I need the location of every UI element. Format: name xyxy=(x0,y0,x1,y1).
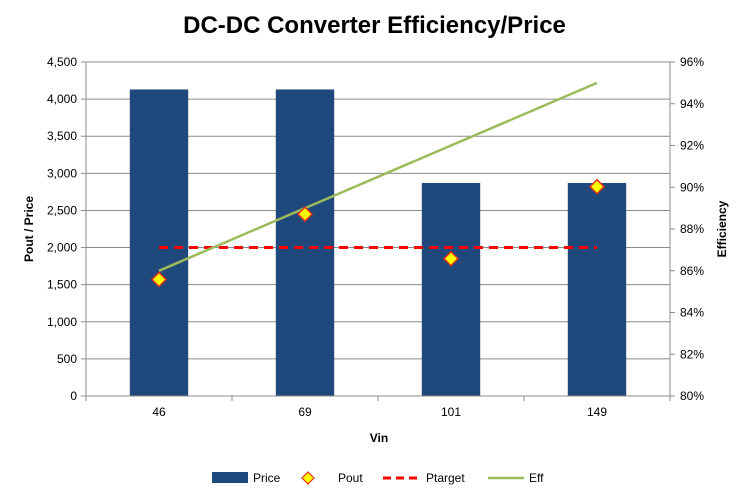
x-tick-label: 149 xyxy=(587,405,607,419)
price-bar xyxy=(129,89,189,396)
legend-label-pout: Pout xyxy=(338,471,363,485)
y-axis-label: Pout / Price xyxy=(22,196,36,262)
x-tick-label: 101 xyxy=(441,405,461,419)
legend-label-price: Price xyxy=(253,471,281,485)
y-tick-label: 1,500 xyxy=(47,278,77,292)
x-axis-label: Vin xyxy=(370,431,388,445)
y-tick-label: 2,500 xyxy=(47,203,77,217)
y-tick-label: 4,500 xyxy=(47,55,77,69)
y-tick-label: 3,000 xyxy=(47,166,77,180)
price-bar xyxy=(275,89,335,396)
y2-axis-label: Efficiency xyxy=(715,200,729,257)
series-lines xyxy=(158,81,598,272)
y-tick-label: 4,000 xyxy=(47,92,77,106)
eff-line xyxy=(158,81,598,272)
y2-tick-label: 84% xyxy=(680,306,704,320)
pout-marker xyxy=(296,206,314,223)
y-tick-label: 3,500 xyxy=(47,129,77,143)
legend-swatch-pout xyxy=(301,471,315,485)
legend-label-ptarget: Ptarget xyxy=(426,471,465,485)
legend-swatch-price xyxy=(212,472,248,483)
y2-tick-label: 82% xyxy=(680,347,704,361)
y2-tick-label: 94% xyxy=(680,97,704,111)
price-bar xyxy=(421,182,481,396)
x-tick-label: 46 xyxy=(152,405,166,419)
y2-tick-label: 96% xyxy=(680,55,704,69)
y-tick-label: 2,000 xyxy=(47,241,77,255)
y2-tick-label: 90% xyxy=(680,180,704,194)
y2-tick-label: 86% xyxy=(680,264,704,278)
y-tick-label: 500 xyxy=(57,352,77,366)
pout-marker xyxy=(150,271,168,288)
y2-tick-label: 88% xyxy=(680,222,704,236)
y-tick-label: 1,000 xyxy=(47,315,77,329)
chart-title: DC-DC Converter Efficiency/Price xyxy=(183,12,566,39)
price-bar xyxy=(567,182,627,396)
pout-markers xyxy=(150,178,606,288)
pout-marker xyxy=(442,250,460,267)
axes: 0 500 1,000 1,500 2,000 2,500 3,000 3,500 4,000 4… xyxy=(47,55,704,419)
pout-marker xyxy=(588,178,606,195)
y2-tick-label: 80% xyxy=(680,389,704,403)
price-bars xyxy=(129,89,627,396)
legend: Price Pout Ptarget Eff xyxy=(212,471,544,485)
y2-tick-label: 92% xyxy=(680,139,704,153)
y-tick-label: 0 xyxy=(70,389,77,403)
x-tick-label: 69 xyxy=(298,405,312,419)
legend-label-eff: Eff xyxy=(529,471,544,485)
